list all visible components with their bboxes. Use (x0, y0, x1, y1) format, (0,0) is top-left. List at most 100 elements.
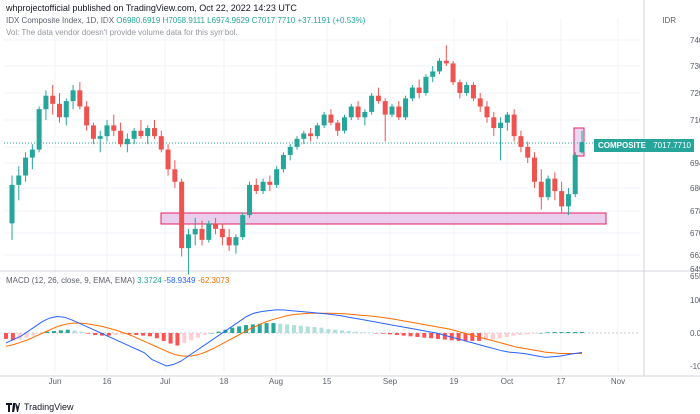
macd-line (5, 309, 583, 367)
macd-histogram-bar (175, 333, 180, 346)
candle-body (90, 125, 96, 139)
highlight-box (573, 127, 585, 157)
time-axis-label: 19 (450, 377, 459, 386)
candle-body (572, 154, 578, 195)
candle-body (213, 223, 219, 229)
candle-body (179, 181, 185, 249)
macd-histogram-bar (394, 333, 399, 335)
macd-histogram-bar (93, 333, 98, 335)
candle-body (9, 184, 15, 224)
candle-body (552, 178, 558, 192)
macd-histogram-bar (319, 327, 324, 333)
macd-histogram-bar (333, 329, 338, 333)
macd-histogram-bar (511, 333, 516, 336)
price-axis-label: 7200.0000 (690, 89, 700, 98)
candle-body (111, 125, 117, 131)
price-axis-label: 6625.0000 (690, 251, 700, 260)
macd-histogram-bar (470, 333, 475, 341)
candle-body (579, 142, 585, 153)
candle-body (559, 191, 565, 207)
candle-body (335, 122, 341, 131)
macd-histogram-bar (65, 329, 70, 333)
macd-histogram-bar (326, 329, 331, 333)
macd-histogram-bar (45, 331, 50, 333)
price-axis-label: 6495.0000 (690, 265, 700, 274)
macd-histogram-bar (271, 323, 276, 333)
candle-body (97, 136, 103, 139)
macd-histogram-bar (52, 331, 56, 333)
candle-body (301, 133, 307, 139)
candle-body (260, 181, 266, 192)
price-axis-label: 6555.0000 (690, 272, 700, 281)
macd-histogram-bar (346, 331, 351, 333)
currency-label: IDR (662, 16, 676, 25)
candle-body (23, 157, 29, 176)
candle-body (104, 125, 110, 137)
time-axis-label: 17 (557, 377, 566, 386)
time-axis-label: Oct (501, 377, 514, 386)
support-zone (160, 212, 607, 225)
macd-histogram-bar (484, 333, 488, 341)
candle-body (498, 122, 504, 129)
macd-histogram-bar (429, 333, 434, 339)
candle-body (274, 169, 280, 185)
price-axis-label: 6705.0000 (690, 229, 700, 238)
macd-histogram-bar (408, 333, 413, 337)
macd-histogram-bar (100, 333, 104, 336)
macd-axis-label: 100.0000 (690, 296, 700, 305)
macd-histogram-bar (381, 333, 386, 334)
macd-histogram-bar (79, 331, 84, 333)
candle-body (314, 125, 320, 137)
macd-histogram-bar (24, 333, 29, 338)
macd-histogram-bar (250, 324, 255, 333)
candle-body (348, 106, 354, 118)
macd-histogram-bar (456, 333, 461, 341)
candle-body (477, 98, 483, 107)
candle-body (287, 146, 293, 155)
candle-body (375, 95, 381, 102)
macd-line-value: -58.9349 (163, 276, 196, 285)
macd-histogram-bar (298, 325, 303, 333)
macd-histogram-bar (442, 333, 447, 340)
macd-histogram-bar (31, 333, 36, 336)
candle-body (70, 90, 76, 102)
macd-histogram-bar (4, 333, 8, 339)
candle-body (118, 130, 124, 145)
candle-body (565, 194, 571, 207)
candle-body (511, 114, 517, 137)
symbol-ohlc-line: IDX Composite Index, 1D, IDX O6980.6919 … (6, 16, 365, 25)
candle-body (321, 114, 327, 126)
macd-histogram-bar (573, 332, 578, 333)
time-axis-label: 15 (323, 377, 332, 386)
candle-body (247, 184, 252, 216)
candle-body (538, 181, 544, 198)
macd-histogram-bar (545, 332, 550, 333)
macd-histogram-bar (257, 323, 262, 333)
macd-histogram-bar (580, 332, 584, 333)
candle-body (158, 136, 164, 150)
macd-histogram-bar (566, 332, 571, 333)
candle-body (396, 106, 402, 118)
macd-histogram-bar (401, 333, 406, 336)
macd-histogram-bar (360, 332, 365, 333)
candle-body (484, 106, 490, 118)
candle-body (369, 95, 375, 112)
macd-histogram-bar (10, 333, 15, 341)
macd-histogram-bar (525, 333, 530, 335)
macd-histogram-bar (141, 333, 146, 336)
macd-histogram-bar (230, 327, 235, 333)
macd-histogram-bar (415, 333, 420, 337)
candle-body (423, 76, 429, 93)
macd-histogram-bar (292, 325, 296, 333)
candle-body (206, 223, 212, 240)
macd-histogram-bar (168, 333, 173, 344)
macd-histogram-bar (127, 333, 132, 335)
macd-histogram-bar (312, 327, 317, 333)
candle-body (504, 114, 510, 123)
macd-histogram-bar (340, 330, 344, 333)
tradingview-footer[interactable]: TradingView (6, 402, 74, 412)
candle-body (308, 133, 314, 137)
macd-histogram-bar (518, 333, 523, 335)
candle-body (43, 95, 49, 110)
